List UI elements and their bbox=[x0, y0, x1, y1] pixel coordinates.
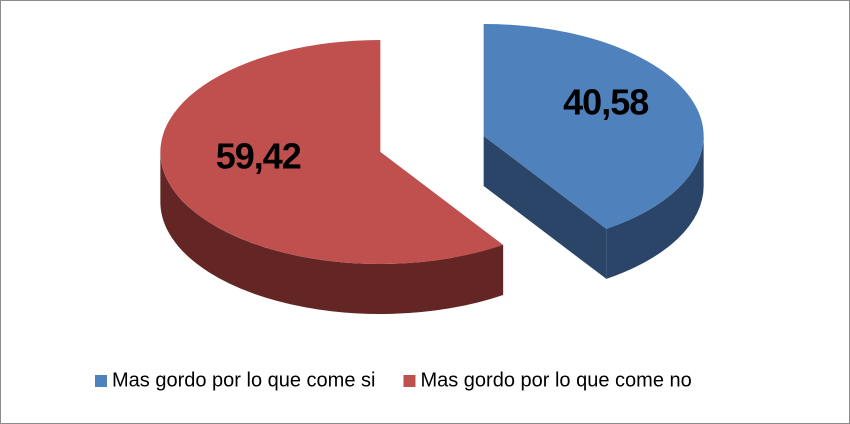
legend-swatch bbox=[95, 375, 107, 387]
data-label: 59,42 bbox=[216, 135, 301, 176]
slice bbox=[483, 23, 704, 229]
slice-side bbox=[160, 152, 504, 315]
legend-swatch bbox=[403, 375, 416, 387]
slice-side bbox=[606, 135, 704, 279]
data-label: 40,58 bbox=[563, 82, 648, 123]
legend-label: Mas gordo por lo que come no bbox=[420, 369, 691, 391]
legend-label: Mas gordo por lo que come si bbox=[112, 369, 375, 391]
slice-face bbox=[483, 135, 607, 279]
slice bbox=[160, 40, 504, 265]
